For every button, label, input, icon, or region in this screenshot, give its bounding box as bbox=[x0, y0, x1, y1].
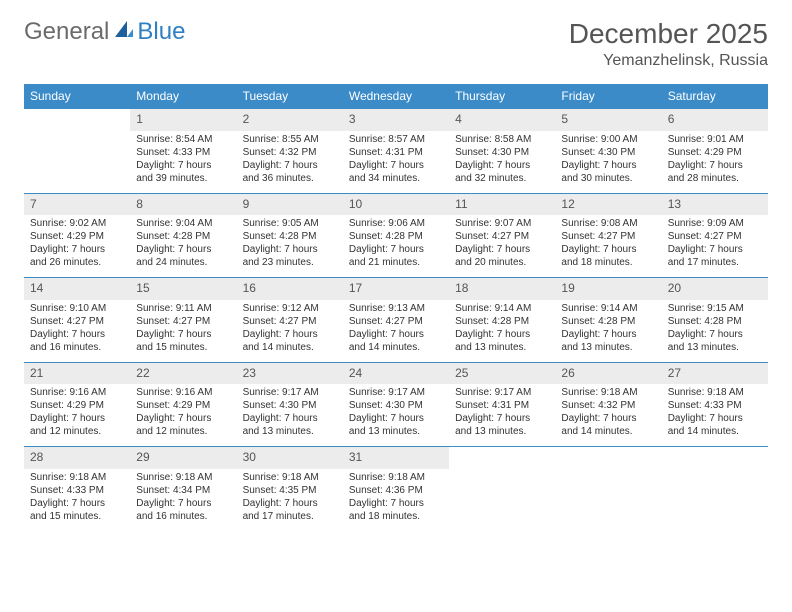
day-detail-cell: Sunrise: 9:18 AM Sunset: 4:34 PM Dayligh… bbox=[130, 469, 236, 531]
day-number-cell: 6 bbox=[662, 109, 768, 131]
day-detail-cell: Sunrise: 9:18 AM Sunset: 4:36 PM Dayligh… bbox=[343, 469, 449, 531]
day-number-row: 21222324252627 bbox=[24, 362, 768, 384]
day-detail-cell: Sunrise: 9:11 AM Sunset: 4:27 PM Dayligh… bbox=[130, 300, 236, 363]
day-number-cell: 14 bbox=[24, 278, 130, 300]
day-number-row: 14151617181920 bbox=[24, 278, 768, 300]
day-detail-cell: Sunrise: 9:08 AM Sunset: 4:27 PM Dayligh… bbox=[555, 215, 661, 278]
day-number-cell: 18 bbox=[449, 278, 555, 300]
day-detail-row: Sunrise: 8:54 AM Sunset: 4:33 PM Dayligh… bbox=[24, 131, 768, 194]
day-number-cell: 9 bbox=[237, 193, 343, 215]
day-detail-cell: Sunrise: 9:15 AM Sunset: 4:28 PM Dayligh… bbox=[662, 300, 768, 363]
day-detail-cell: Sunrise: 8:54 AM Sunset: 4:33 PM Dayligh… bbox=[130, 131, 236, 194]
day-detail-cell bbox=[24, 131, 130, 194]
day-number-cell: 22 bbox=[130, 362, 236, 384]
day-detail-cell: Sunrise: 9:04 AM Sunset: 4:28 PM Dayligh… bbox=[130, 215, 236, 278]
day-detail-cell bbox=[662, 469, 768, 531]
day-number-cell: 5 bbox=[555, 109, 661, 131]
day-number-row: 123456 bbox=[24, 109, 768, 131]
calendar-table: Sunday Monday Tuesday Wednesday Thursday… bbox=[24, 84, 768, 531]
day-detail-cell: Sunrise: 9:14 AM Sunset: 4:28 PM Dayligh… bbox=[449, 300, 555, 363]
day-number-cell: 24 bbox=[343, 362, 449, 384]
day-detail-row: Sunrise: 9:16 AM Sunset: 4:29 PM Dayligh… bbox=[24, 384, 768, 447]
day-number-row: 28293031 bbox=[24, 447, 768, 469]
weekday-header: Friday bbox=[555, 84, 661, 109]
weekday-header: Sunday bbox=[24, 84, 130, 109]
day-detail-cell: Sunrise: 9:18 AM Sunset: 4:33 PM Dayligh… bbox=[662, 384, 768, 447]
day-number-cell: 26 bbox=[555, 362, 661, 384]
header: General Blue December 2025 Yemanzhelinsk… bbox=[24, 18, 768, 70]
weekday-header: Thursday bbox=[449, 84, 555, 109]
day-number-cell: 11 bbox=[449, 193, 555, 215]
day-number-cell: 8 bbox=[130, 193, 236, 215]
day-number-cell: 12 bbox=[555, 193, 661, 215]
logo-text-general: General bbox=[24, 18, 109, 46]
day-detail-cell: Sunrise: 9:06 AM Sunset: 4:28 PM Dayligh… bbox=[343, 215, 449, 278]
day-number-cell: 3 bbox=[343, 109, 449, 131]
day-detail-cell: Sunrise: 9:17 AM Sunset: 4:31 PM Dayligh… bbox=[449, 384, 555, 447]
weekday-header: Tuesday bbox=[237, 84, 343, 109]
day-number-cell: 1 bbox=[130, 109, 236, 131]
title-block: December 2025 Yemanzhelinsk, Russia bbox=[569, 18, 768, 70]
day-number-cell: 7 bbox=[24, 193, 130, 215]
day-detail-cell bbox=[449, 469, 555, 531]
logo-sail-icon bbox=[113, 19, 135, 46]
day-detail-cell: Sunrise: 9:18 AM Sunset: 4:32 PM Dayligh… bbox=[555, 384, 661, 447]
day-number-cell: 10 bbox=[343, 193, 449, 215]
day-number-cell: 4 bbox=[449, 109, 555, 131]
day-detail-cell: Sunrise: 9:16 AM Sunset: 4:29 PM Dayligh… bbox=[24, 384, 130, 447]
day-number-cell: 25 bbox=[449, 362, 555, 384]
day-detail-cell: Sunrise: 9:05 AM Sunset: 4:28 PM Dayligh… bbox=[237, 215, 343, 278]
day-number-cell: 30 bbox=[237, 447, 343, 469]
day-detail-cell: Sunrise: 9:17 AM Sunset: 4:30 PM Dayligh… bbox=[237, 384, 343, 447]
day-detail-cell: Sunrise: 9:17 AM Sunset: 4:30 PM Dayligh… bbox=[343, 384, 449, 447]
day-detail-cell: Sunrise: 9:01 AM Sunset: 4:29 PM Dayligh… bbox=[662, 131, 768, 194]
day-number-cell: 19 bbox=[555, 278, 661, 300]
day-number-cell: 23 bbox=[237, 362, 343, 384]
day-number-cell: 2 bbox=[237, 109, 343, 131]
location: Yemanzhelinsk, Russia bbox=[569, 52, 768, 70]
day-number-cell: 17 bbox=[343, 278, 449, 300]
month-title: December 2025 bbox=[569, 18, 768, 50]
day-detail-cell: Sunrise: 9:07 AM Sunset: 4:27 PM Dayligh… bbox=[449, 215, 555, 278]
day-number-cell: 21 bbox=[24, 362, 130, 384]
weekday-header: Wednesday bbox=[343, 84, 449, 109]
day-number-cell: 15 bbox=[130, 278, 236, 300]
day-number-cell bbox=[449, 447, 555, 469]
day-number-cell bbox=[24, 109, 130, 131]
day-detail-row: Sunrise: 9:02 AM Sunset: 4:29 PM Dayligh… bbox=[24, 215, 768, 278]
day-detail-cell: Sunrise: 9:12 AM Sunset: 4:27 PM Dayligh… bbox=[237, 300, 343, 363]
day-number-cell: 16 bbox=[237, 278, 343, 300]
day-detail-cell: Sunrise: 8:57 AM Sunset: 4:31 PM Dayligh… bbox=[343, 131, 449, 194]
day-number-cell: 20 bbox=[662, 278, 768, 300]
logo-text-blue: Blue bbox=[137, 18, 185, 46]
day-detail-cell: Sunrise: 9:14 AM Sunset: 4:28 PM Dayligh… bbox=[555, 300, 661, 363]
day-number-cell: 28 bbox=[24, 447, 130, 469]
day-detail-row: Sunrise: 9:18 AM Sunset: 4:33 PM Dayligh… bbox=[24, 469, 768, 531]
logo: General Blue bbox=[24, 18, 185, 46]
day-detail-cell: Sunrise: 8:55 AM Sunset: 4:32 PM Dayligh… bbox=[237, 131, 343, 194]
day-detail-cell: Sunrise: 9:18 AM Sunset: 4:33 PM Dayligh… bbox=[24, 469, 130, 531]
day-detail-cell: Sunrise: 9:09 AM Sunset: 4:27 PM Dayligh… bbox=[662, 215, 768, 278]
day-detail-row: Sunrise: 9:10 AM Sunset: 4:27 PM Dayligh… bbox=[24, 300, 768, 363]
day-number-cell: 13 bbox=[662, 193, 768, 215]
day-detail-cell: Sunrise: 9:02 AM Sunset: 4:29 PM Dayligh… bbox=[24, 215, 130, 278]
day-detail-cell: Sunrise: 9:18 AM Sunset: 4:35 PM Dayligh… bbox=[237, 469, 343, 531]
day-detail-cell: Sunrise: 8:58 AM Sunset: 4:30 PM Dayligh… bbox=[449, 131, 555, 194]
weekday-header-row: Sunday Monday Tuesday Wednesday Thursday… bbox=[24, 84, 768, 109]
day-number-cell bbox=[662, 447, 768, 469]
day-number-cell: 29 bbox=[130, 447, 236, 469]
day-detail-cell: Sunrise: 9:13 AM Sunset: 4:27 PM Dayligh… bbox=[343, 300, 449, 363]
day-detail-cell bbox=[555, 469, 661, 531]
day-number-cell: 27 bbox=[662, 362, 768, 384]
day-detail-cell: Sunrise: 9:00 AM Sunset: 4:30 PM Dayligh… bbox=[555, 131, 661, 194]
day-detail-cell: Sunrise: 9:16 AM Sunset: 4:29 PM Dayligh… bbox=[130, 384, 236, 447]
day-detail-cell: Sunrise: 9:10 AM Sunset: 4:27 PM Dayligh… bbox=[24, 300, 130, 363]
day-number-cell: 31 bbox=[343, 447, 449, 469]
day-number-row: 78910111213 bbox=[24, 193, 768, 215]
weekday-header: Monday bbox=[130, 84, 236, 109]
weekday-header: Saturday bbox=[662, 84, 768, 109]
day-number-cell bbox=[555, 447, 661, 469]
